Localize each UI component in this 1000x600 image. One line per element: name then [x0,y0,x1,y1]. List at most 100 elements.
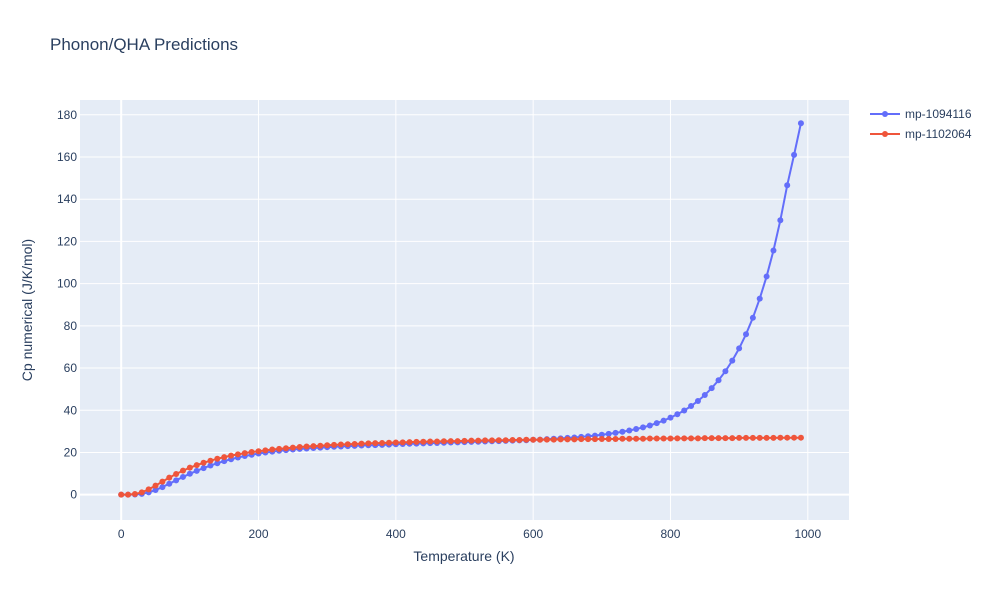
data-point [289,444,296,451]
data-point [358,440,365,447]
data-point [200,459,207,466]
data-point [736,345,743,352]
x-tick-label: 200 [249,527,269,541]
data-point [722,368,729,375]
data-point [688,435,695,442]
data-point [674,411,681,418]
data-point [351,441,358,448]
legend-item[interactable]: mp-1094116 [870,107,972,121]
data-point [770,434,777,441]
legend-marker [882,111,888,117]
data-point [406,439,413,446]
data-point [585,436,592,443]
data-point [550,436,557,443]
data-point [276,445,283,452]
data-point [399,439,406,446]
legend-marker [882,131,888,137]
y-axis-title: Cp numerical (J/K/mol) [19,239,35,381]
legend: mp-1094116 mp-1102064 [870,107,972,141]
data-point [667,435,674,442]
data-point [152,482,159,489]
data-point [365,440,372,447]
data-point [681,407,688,414]
data-point [797,434,804,441]
data-point [605,435,612,442]
data-point [214,460,221,467]
data-point [427,438,434,445]
y-tick-label: 40 [64,403,78,417]
data-point [379,439,386,446]
data-point [434,438,441,445]
data-point [269,446,276,453]
legend-label: mp-1094116 [905,107,972,121]
y-tick-label: 120 [57,234,77,248]
data-point [688,403,695,410]
data-point [591,436,598,443]
chart-title: Phonon/QHA Predictions [50,35,238,54]
data-point [152,487,159,494]
data-point [324,442,331,449]
data-point [255,448,262,455]
data-point [763,434,770,441]
data-point [619,428,626,435]
data-point [791,151,798,158]
x-tick-label: 1000 [794,527,821,541]
data-point [660,435,667,442]
data-point [749,434,756,441]
y-tick-label: 160 [57,150,77,164]
data-point [667,414,674,421]
data-point [681,435,688,442]
data-point [193,462,200,469]
series-layer [118,120,804,498]
data-point [392,439,399,446]
data-point [482,437,489,444]
data-point [214,455,221,462]
data-point [708,385,715,392]
y-tick-label: 140 [57,192,77,206]
data-point [193,467,200,474]
data-point [743,331,750,338]
data-point [166,480,173,487]
data-point [797,120,804,127]
data-point [447,438,454,445]
data-point [626,435,633,442]
data-point [159,484,166,491]
data-point [420,438,427,445]
data-point [543,436,550,443]
data-point [454,438,461,445]
legend-item[interactable]: mp-1102064 [870,127,972,141]
data-point [131,491,138,498]
x-tick-label: 800 [660,527,680,541]
data-point [598,431,605,438]
data-point [784,434,791,441]
data-point [516,437,523,444]
x-tick-label: 600 [523,527,543,541]
grid [80,100,849,520]
data-point [708,435,715,442]
data-point [337,441,344,448]
data-point [756,295,763,302]
data-point [763,273,770,280]
x-tick-label: 0 [118,527,125,541]
data-point [296,443,303,450]
data-point [646,422,653,429]
data-point [729,357,736,364]
data-point [303,443,310,450]
data-point [186,470,193,477]
data-point [166,474,173,481]
data-point [234,451,241,458]
data-point [523,436,530,443]
y-tick-label: 0 [70,488,77,502]
data-point [461,437,468,444]
plot-area [80,100,849,520]
series-line [121,436,801,496]
data-point [633,435,640,442]
data-point [633,426,640,433]
data-point [640,424,647,431]
data-point [344,441,351,448]
data-point [317,442,324,449]
data-point [468,437,475,444]
data-point [557,436,564,443]
data-point [749,314,756,321]
data-point [736,434,743,441]
